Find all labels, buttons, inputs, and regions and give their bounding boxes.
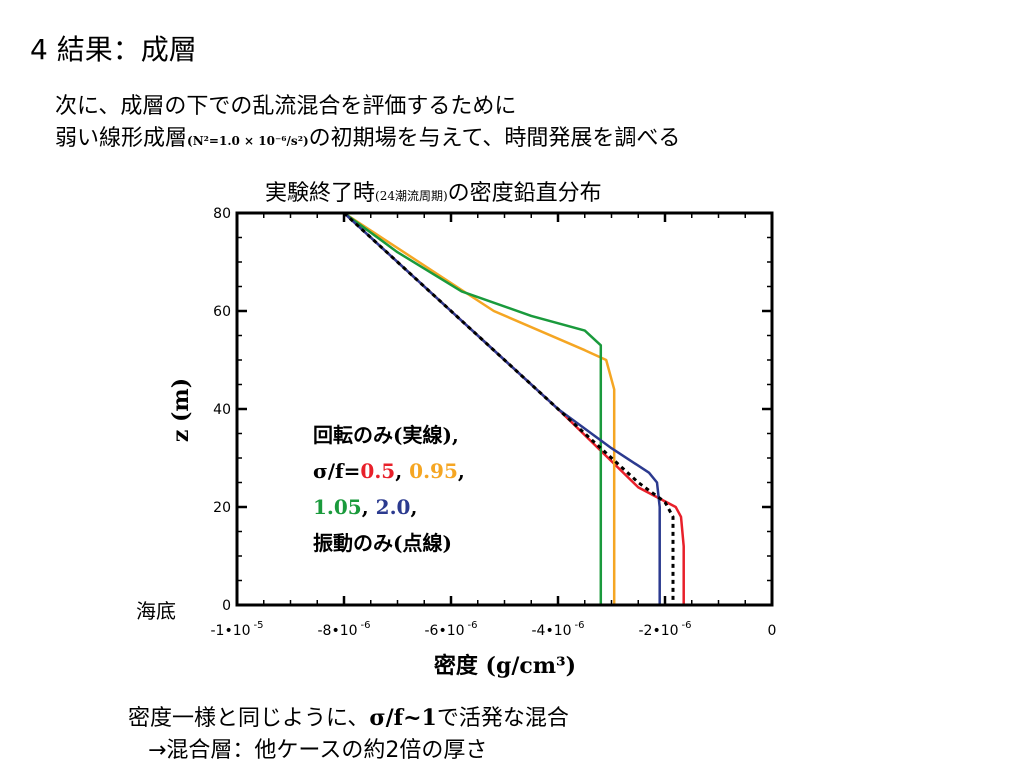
legend-line-1: σ/f=0.5, 0.95, (313, 459, 465, 483)
x-axis-label: 密度 (g/cm³) (434, 653, 576, 679)
chart-title-post: の密度鉛直分布 (447, 181, 602, 206)
y-axis-label: z (m) (168, 378, 194, 442)
x-tick-label-2: -6•10 -6 (424, 620, 477, 639)
series-line-1 (343, 211, 616, 605)
conclusion-line-1-pre: 密度一様と同じように、 (128, 706, 370, 731)
intro-line-2-post: の初期場を与えて、時間発展を調べる (308, 126, 681, 151)
x-tick-label-1: -8•10 -6 (317, 620, 370, 639)
legend-line-2: 1.05, 2.0, (313, 495, 417, 519)
conclusion-line-1-post: で活発な混合 (436, 706, 569, 731)
legend-line-3: 振動のみ(点線) (313, 531, 452, 555)
conclusion-parameter: σ/f~1 (369, 705, 437, 731)
conclusion-line-2: →混合層：他ケースの約2倍の厚さ (148, 738, 488, 763)
series-line-2 (343, 211, 603, 605)
x-tick-label-0: -1•10 -5 (210, 620, 263, 639)
chart-title-pre: 実験終了時 (265, 181, 376, 206)
y-tick-label-4: 80 (213, 206, 231, 222)
x-tick-label-4: -2•10 -6 (638, 620, 691, 639)
intro-line-1: 次に、成層の下での乱流混合を評価するために (55, 94, 517, 119)
intro-line-2: 弱い線形成層(N²=1.0 × 10⁻⁶/s²)の初期場を与えて、時間発展を調べ… (55, 120, 680, 152)
conclusion-line-1: 密度一様と同じように、σ/f~1で活発な混合 (128, 700, 569, 732)
x-tick-label-5: 0 (768, 623, 777, 639)
y-tick-label-2: 40 (213, 402, 231, 418)
chart-title: 実験終了時(24潮流周期)の密度鉛直分布 (265, 175, 602, 207)
y-tick-label-3: 60 (213, 304, 231, 320)
slide-title: 4 結果：成層 (30, 33, 197, 66)
y-tick-label-0: 0 (222, 598, 231, 614)
chart-title-period: (24潮流周期) (375, 189, 448, 203)
y-tick-label-1: 20 (213, 500, 231, 516)
seabed-label: 海底 (136, 599, 176, 623)
intro-line-2-pre: 弱い線形成層 (55, 126, 188, 151)
series-line-4 (342, 211, 675, 605)
x-tick-label-3: -4•10 -6 (531, 620, 584, 639)
legend-line-0: 回転のみ(実線), (313, 423, 459, 447)
stratification-parameter: (N²=1.0 × 10⁻⁶/s²) (187, 134, 309, 148)
